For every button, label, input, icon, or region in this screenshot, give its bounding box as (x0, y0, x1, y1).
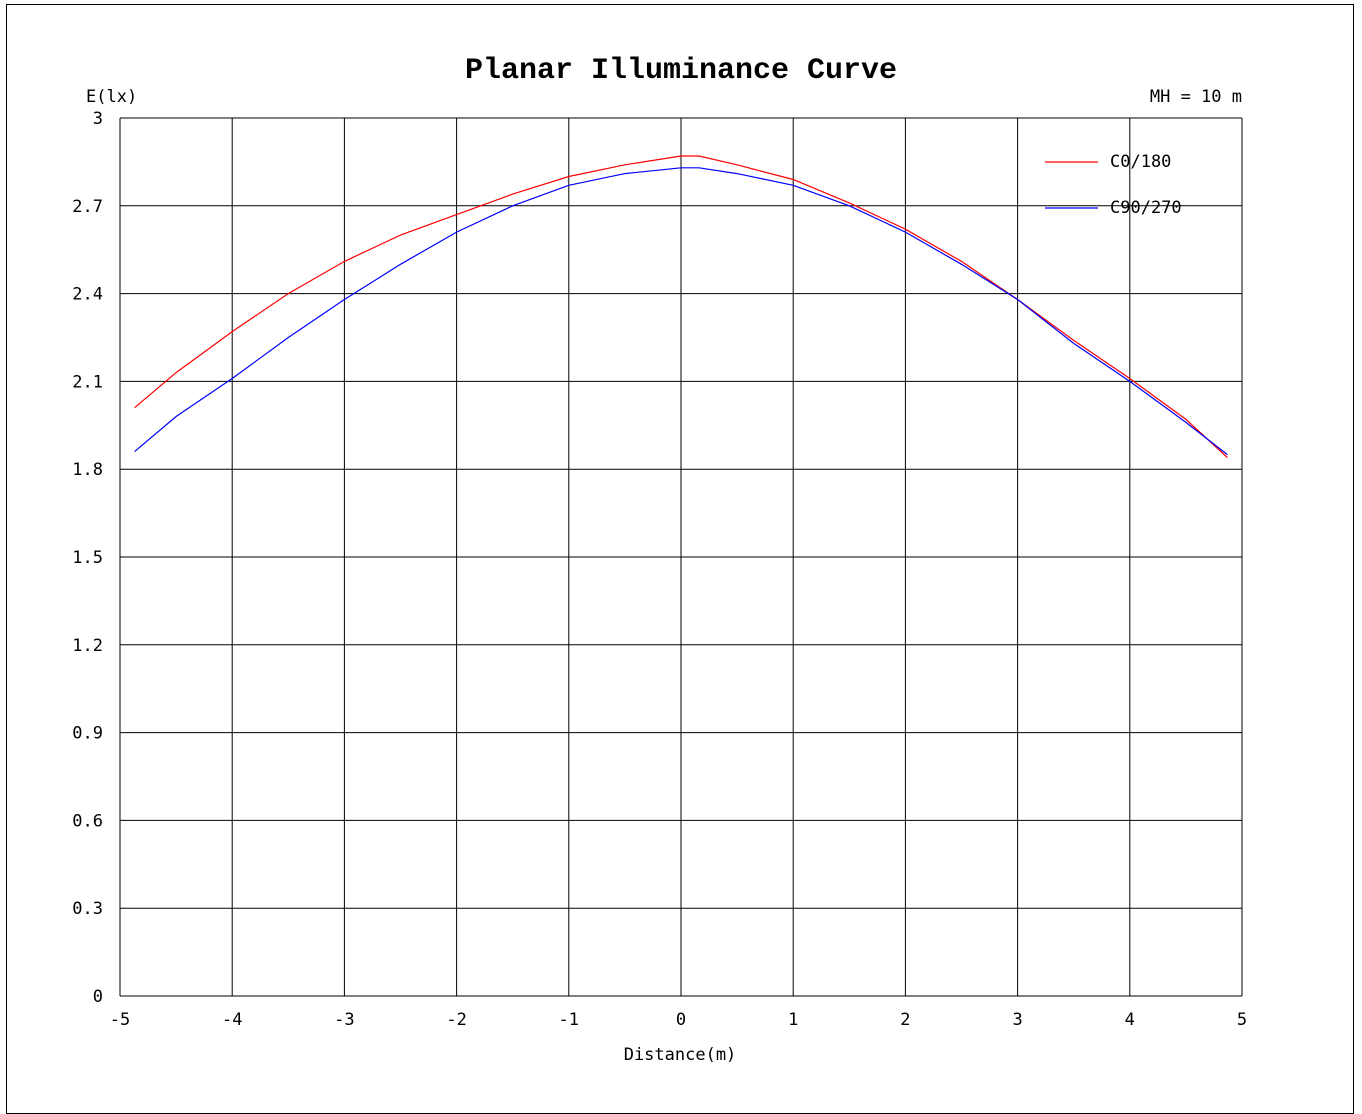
y-tick-label: 2.4 (72, 285, 103, 305)
x-tick-label: 5 (1237, 1010, 1247, 1030)
legend-label-1: C90/270 (1110, 198, 1182, 218)
x-tick-label: -1 (559, 1010, 579, 1030)
x-tick-label: -4 (222, 1010, 242, 1030)
series-line-1 (134, 167, 1228, 456)
y-tick-label: 1.8 (72, 460, 103, 480)
x-tick-label: 4 (1125, 1010, 1135, 1030)
grid (119, 117, 1243, 997)
y-tick-label: 1.5 (72, 548, 103, 568)
legend-label-0: C0/180 (1110, 152, 1171, 172)
y-tick-label: 0.9 (72, 724, 103, 744)
y-tick-label: 2.7 (72, 197, 103, 217)
x-tick-label: 1 (788, 1010, 798, 1030)
tick-labels: -5 -4 -3 -2 -1 0 1 2 3 4 5 0 0.3 0.6 0.9 1.2 1.5 1.8 2.1 2.… (72, 109, 1247, 1030)
series-group (134, 155, 1228, 458)
chart-title: Planar Illuminance Curve (465, 54, 897, 88)
x-tick-label: -2 (446, 1010, 466, 1030)
x-tick-label: 0 (676, 1010, 686, 1030)
y-tick-label: 3 (93, 109, 103, 129)
x-tick-label: -3 (334, 1010, 354, 1030)
y-tick-label: 0.3 (72, 899, 103, 919)
y-tick-label: 0.6 (72, 811, 103, 831)
y-tick-label: 2.1 (72, 372, 103, 392)
series-line-0 (134, 155, 1228, 458)
mounting-height-annotation: MH = 10 m (1150, 87, 1242, 107)
x-tick-label: 2 (900, 1010, 910, 1030)
x-tick-label: -5 (110, 1010, 130, 1030)
y-tick-label: 0 (93, 987, 103, 1007)
y-axis-label: E(lx) (86, 87, 137, 107)
y-tick-label: 1.2 (72, 636, 103, 656)
x-tick-label: 3 (1012, 1010, 1022, 1030)
legend: C0/180 C90/270 (1045, 152, 1182, 218)
x-axis-label: Distance(m) (624, 1045, 737, 1065)
